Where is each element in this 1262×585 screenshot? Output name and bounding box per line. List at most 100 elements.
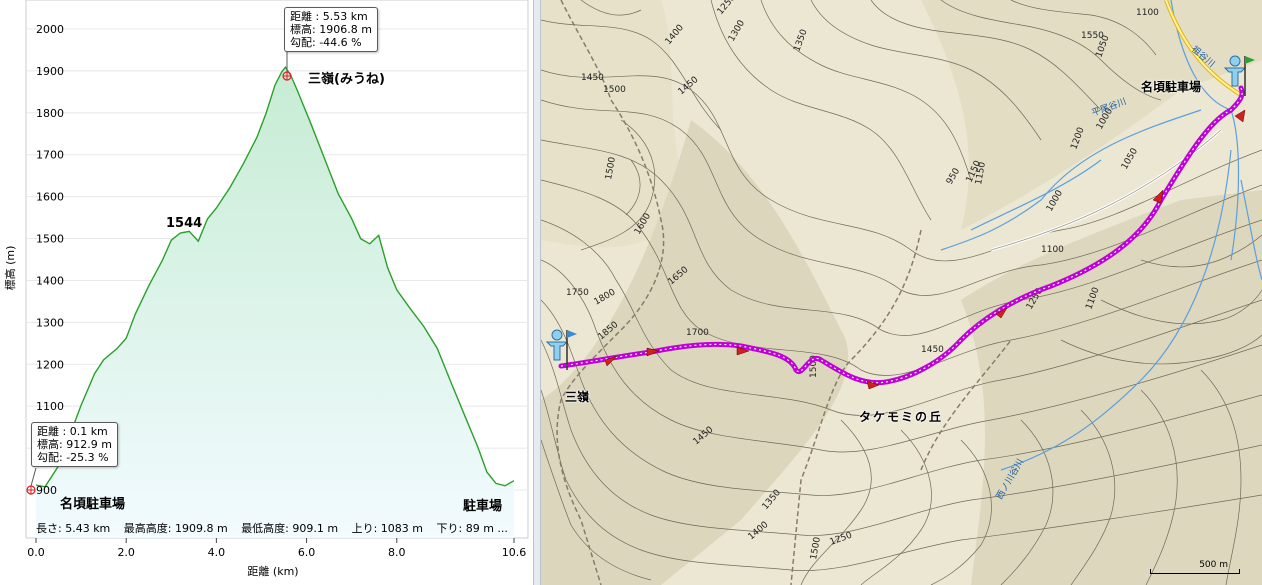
contour-line <box>930 439 992 585</box>
contour-line <box>541 219 1262 416</box>
track-direction-arrows <box>604 109 1246 390</box>
contour-label: 1150 <box>974 161 988 186</box>
hiker-icon-trailhead[interactable] <box>1223 55 1255 96</box>
contour-label: 1250 <box>716 0 739 17</box>
contour-line <box>1200 369 1242 585</box>
contour-line <box>1070 409 1116 585</box>
y-tick-label: 1300 <box>36 316 64 329</box>
callout-line: 勾配: -44.6 % <box>290 36 362 49</box>
callout-line: 距離 : 0.1 km <box>37 425 108 438</box>
contour-line <box>580 0 642 16</box>
y-tick-label: 2000 <box>36 23 64 36</box>
y-tick-label: 1200 <box>36 358 64 371</box>
direction-arrow <box>866 380 880 390</box>
track-statistics: 長さ: 5.43 km 最高高度: 1909.8 m 最低高度: 909.1 m… <box>36 520 526 536</box>
peak-marker <box>282 71 292 81</box>
contour-label: 1500 <box>603 85 626 95</box>
elevation-profile-panel: 9001000110012001300140015001600170018001… <box>0 0 533 585</box>
contour-line <box>1100 289 1262 325</box>
contour-line <box>810 0 1042 141</box>
contour-label: 1250 <box>829 530 854 547</box>
contour-lines <box>541 0 1262 585</box>
contour-line <box>541 259 1262 453</box>
y-tick-label: 1800 <box>36 107 64 120</box>
callout-line: 標高: 1906.8 m <box>290 23 372 36</box>
start-annotation: 名頃駐車場 <box>60 497 126 512</box>
direction-arrow <box>995 307 1008 319</box>
contour-line <box>541 69 1262 262</box>
contour-label: 1350 <box>792 28 809 53</box>
contour-line <box>1010 0 1157 56</box>
x-tick-label: 8.0 <box>388 546 406 559</box>
map-label-hill: タケモミの丘 <box>859 410 944 424</box>
stat-max-altitude: 最高高度: 1909.8 m <box>123 522 228 535</box>
y-axis-ticks: 9001000110012001300140015001600170018001… <box>36 23 64 497</box>
map-label-start: 名頃駐車場 <box>1141 80 1202 94</box>
contour-line <box>870 0 1102 111</box>
y-tick-label: 1400 <box>36 274 64 287</box>
contour-line <box>860 429 932 585</box>
y-tick-label: 1100 <box>36 400 64 413</box>
y-tick-label: 1500 <box>36 233 64 246</box>
direction-arrow <box>646 347 660 357</box>
callout-line: 勾配: -25.3 % <box>37 451 109 464</box>
contour-line <box>541 439 652 581</box>
callout-line: 標高: 912.9 m <box>37 438 112 451</box>
topographic-map[interactable]: 1450 1500 1400 1450 1250 1300 1350 1550 1100 1050… <box>541 0 1262 585</box>
gps-track[interactable] <box>558 85 1245 386</box>
contour-label: 1700 <box>686 328 709 338</box>
y-axis-label: 標高 (m) <box>3 246 17 291</box>
x-axis-ticks: 0.0 2.0 4.0 6.0 8.0 10.6 <box>27 538 526 559</box>
trails <box>556 0 1012 585</box>
contour-line <box>1000 419 1054 585</box>
y-tick-label: 1900 <box>36 65 64 78</box>
contour-label: 1300 <box>727 18 747 43</box>
peak-annotation: 三嶺(みうね) <box>308 72 385 87</box>
y-tick-label: 1700 <box>36 149 64 162</box>
contour-line <box>710 0 932 221</box>
contour-line <box>541 99 1262 296</box>
stat-min-altitude: 最低高度: 909.1 m <box>241 522 339 535</box>
contour-label: 1500 <box>604 156 618 181</box>
cursor-info-callout-bottom: 距離 : 0.1 km 標高: 912.9 m 勾配: -25.3 % <box>31 422 118 467</box>
elevation-line <box>35 66 515 488</box>
stat-ascent: 上り: 1083 m <box>351 522 424 535</box>
hiker-icon-summit[interactable] <box>545 329 577 370</box>
start-marker <box>26 485 36 495</box>
contour-label: 1100 <box>1136 8 1159 18</box>
contour-line <box>800 419 872 585</box>
contour-label: 1450 <box>677 75 701 98</box>
direction-arrow <box>1152 189 1164 204</box>
scale-bar-line <box>1150 569 1240 574</box>
direction-arrow <box>736 346 750 356</box>
terrain-shading <box>541 0 1262 585</box>
callout-line: 距離 : 5.53 km <box>290 10 368 23</box>
contour-line <box>940 0 1162 101</box>
contour-label: 1750 <box>566 288 589 298</box>
scale-label: 500 m <box>1199 560 1228 570</box>
contour-label: 950 <box>945 166 962 186</box>
stat-length: 長さ: 5.43 km <box>36 522 111 535</box>
x-tick-label: 2.0 <box>117 546 135 559</box>
x-tick-label: 6.0 <box>298 546 316 559</box>
contour-label: 1400 <box>747 520 771 543</box>
contour-label: 1450 <box>921 345 944 355</box>
contour-line <box>580 119 655 251</box>
map-scale-bar: 500 m <box>1150 560 1240 576</box>
contour-line <box>541 179 1262 376</box>
y-tick-label: 1600 <box>36 191 64 204</box>
contour-line <box>541 139 1262 336</box>
pane-splitter[interactable] <box>533 0 541 585</box>
contour-line <box>541 339 1262 536</box>
stat-descent: 下り: 89 m ... <box>436 522 508 535</box>
x-tick-label: 4.0 <box>208 546 226 559</box>
callout-bottom-pointer <box>30 467 37 487</box>
contour-label: 1500 <box>809 536 823 561</box>
contour-label: 1800 <box>593 287 618 307</box>
rivers <box>940 0 1262 471</box>
contour-line <box>541 19 722 131</box>
contour-line <box>1140 234 1262 268</box>
x-tick-label: 10.6 <box>502 546 527 559</box>
contour-line <box>760 0 972 181</box>
